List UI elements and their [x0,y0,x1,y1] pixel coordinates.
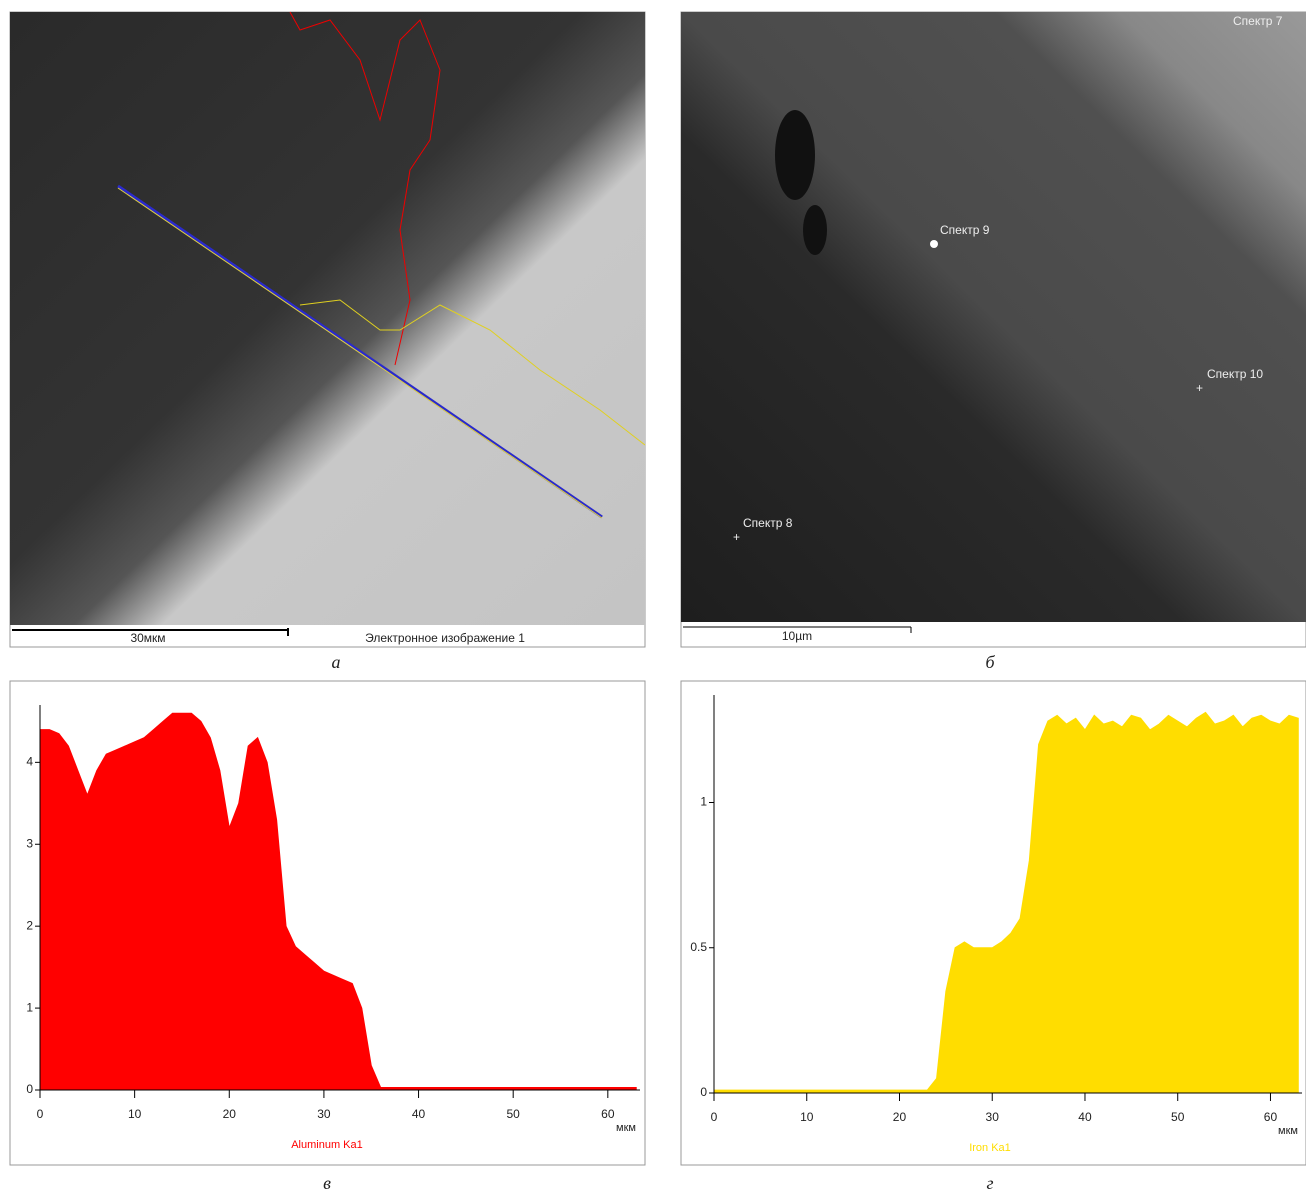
y-tick-label: 0 [700,1085,707,1099]
caption: в [323,1173,331,1192]
scale-label: 10µm [782,629,812,643]
y-tick-label: 0 [26,1082,33,1096]
legend-label: Aluminum Ka1 [291,1139,363,1151]
x-tick-label: 30 [986,1110,1000,1124]
spectrum-label: Спектр 9 [940,223,990,237]
y-tick-label: 2 [26,918,33,932]
x-tick-label: 20 [893,1110,907,1124]
y-tick-label: 4 [26,755,33,769]
x-axis-label: мкм [1278,1125,1298,1137]
spectrum-point [930,240,938,248]
profile-trace [289,11,441,366]
x-tick-label: 0 [37,1107,44,1121]
sem-image [681,12,1306,622]
x-tick-label: 50 [1171,1110,1185,1124]
x-tick-label: 60 [601,1107,615,1121]
caption: б [985,652,995,672]
sem-image [10,12,645,625]
profile-trace [299,299,646,446]
spectrum-point: + [1196,381,1203,395]
caption: а [332,652,341,672]
y-tick-label: 1 [26,1000,33,1014]
spectrum-point: + [733,530,740,544]
x-tick-label: 0 [711,1110,718,1124]
scale-label: 30мкм [130,631,165,645]
scan-line [117,184,603,519]
x-tick-label: 30 [317,1107,331,1121]
y-tick-label: 0.5 [690,940,707,954]
pore [803,205,827,255]
x-tick-label: 10 [128,1107,142,1121]
x-tick-label: 20 [223,1107,237,1121]
x-tick-label: 50 [507,1107,521,1121]
spectrum-label: Спектр 7 [1233,14,1283,28]
y-tick-label: 1 [700,795,707,809]
image-title: Электронное изображение 1 [365,631,525,645]
x-tick-label: 10 [800,1110,814,1124]
legend-label: Iron Ka1 [969,1142,1011,1154]
x-tick-label: 40 [412,1107,426,1121]
scan-line [117,187,603,519]
area [39,712,637,1091]
x-tick-label: 60 [1264,1110,1278,1124]
area [713,711,1299,1094]
pore [775,110,815,200]
spectrum-label: Спектр 10 [1207,367,1263,381]
x-tick-label: 40 [1078,1110,1092,1124]
x-axis-label: мкм [616,1122,636,1134]
spectrum-label: Спектр 8 [743,516,793,530]
y-tick-label: 3 [26,836,33,850]
caption: г [986,1173,993,1192]
